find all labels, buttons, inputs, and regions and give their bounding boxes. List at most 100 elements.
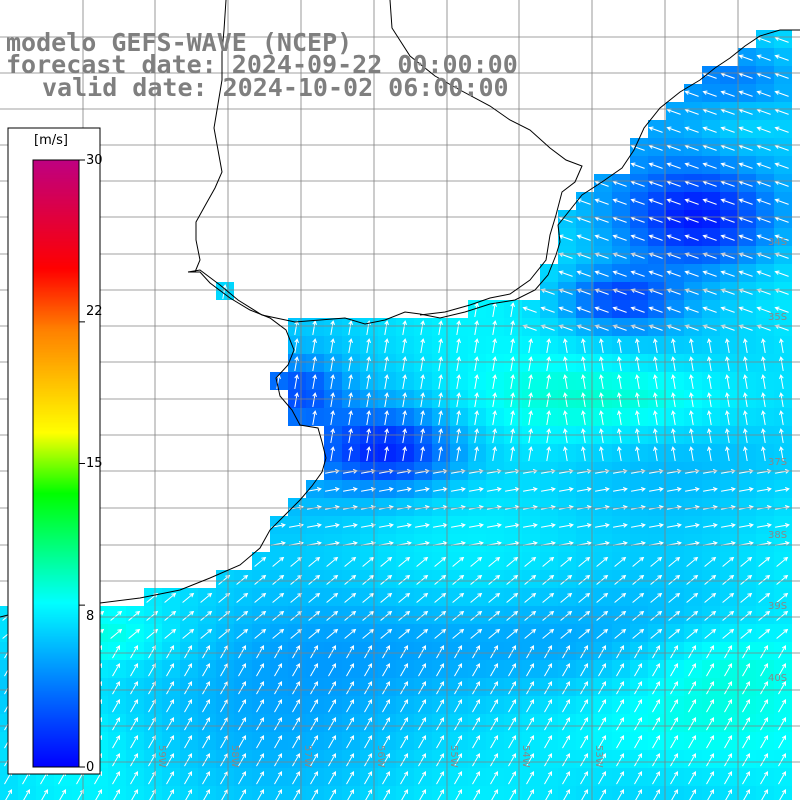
wind-arrow (684, 306, 699, 313)
colorbar-strip (33, 640, 79, 642)
colorbar-strip (33, 623, 79, 625)
colorbar-strip (33, 586, 79, 588)
wind-arrow (599, 338, 604, 353)
colorbar-strip (33, 440, 79, 442)
colorbar-strip (33, 363, 79, 365)
field-cell (648, 120, 666, 138)
wind-arrow (256, 662, 265, 677)
colorbar-strip (33, 241, 79, 243)
colorbar-strip (33, 742, 79, 744)
wind-arrow (631, 487, 646, 492)
field-cell (540, 318, 558, 336)
colorbar-strip (33, 603, 79, 605)
colorbar-strip (33, 605, 79, 607)
field-cell (396, 534, 414, 552)
wind-arrow (23, 788, 31, 800)
field-cell (756, 300, 774, 318)
colorbar-strip (33, 426, 79, 428)
field-cell (594, 192, 612, 210)
wind-arrow (706, 680, 715, 695)
field-cell (738, 318, 756, 336)
wind-arrow (382, 698, 391, 713)
wind-arrow (524, 556, 537, 567)
field-cell (756, 102, 774, 120)
wind-arrow (292, 752, 301, 767)
field-cell (756, 120, 774, 138)
field-cell (558, 246, 576, 264)
wind-arrow (580, 716, 589, 731)
field-cell (594, 444, 612, 462)
colorbar-strip (33, 198, 79, 200)
colorbar-strip (33, 645, 79, 647)
colorbar-strip (33, 438, 79, 440)
field-cell (54, 786, 72, 800)
wind-arrow (166, 644, 175, 659)
field-cell (684, 408, 702, 426)
field-cell (720, 102, 738, 120)
wind-arrow (274, 680, 283, 695)
wind-arrow (576, 234, 591, 241)
wind-arrow (274, 752, 283, 767)
wind-arrow (702, 270, 717, 277)
wind-arrow (312, 320, 317, 335)
field-cell (684, 174, 702, 192)
colorbar-strip (33, 415, 79, 417)
colorbar-strip (33, 190, 79, 192)
wind-arrow (596, 610, 609, 621)
colorbar-strip (33, 581, 79, 583)
field-cell (540, 480, 558, 498)
wind-arrow (648, 234, 663, 241)
colorbar-strip (33, 222, 79, 224)
field-cell (468, 354, 486, 372)
colorbar-strip (33, 205, 79, 207)
wind-arrow (238, 644, 247, 659)
wind-arrow (221, 788, 229, 800)
colorbar-strip (33, 561, 79, 563)
field-cell (666, 516, 684, 534)
wind-arrow (510, 428, 515, 443)
wind-arrow (635, 446, 640, 461)
colorbar-strip (33, 271, 79, 273)
colorbar-strip (33, 334, 79, 336)
colorbar-strip (33, 649, 79, 651)
wind-arrow (576, 306, 591, 313)
colorbar-strip (33, 435, 79, 437)
field-cell (738, 336, 756, 354)
field-cell (612, 498, 630, 516)
wind-arrow (420, 410, 425, 425)
colorbar-strip (33, 368, 79, 370)
wind-arrow (254, 574, 267, 585)
colorbar-strip (33, 255, 79, 257)
field-cell (738, 408, 756, 426)
wind-arrow (326, 556, 339, 567)
wind-arrow (671, 338, 676, 353)
wind-arrow (328, 698, 337, 713)
wind-arrow (560, 610, 573, 621)
field-cell (432, 516, 450, 534)
wind-arrow (130, 752, 139, 767)
wind-arrow (470, 592, 483, 603)
wind-arrow (326, 574, 339, 585)
field-cell (468, 444, 486, 462)
field-cell (684, 444, 702, 462)
colorbar-strip (33, 332, 79, 334)
colorbar-strip (33, 252, 79, 254)
colorbar-strip (33, 197, 79, 199)
wind-arrow (236, 628, 249, 639)
field-cell (702, 102, 720, 120)
colorbar-strip (33, 705, 79, 707)
field-cell (306, 498, 324, 516)
field-cell (378, 336, 396, 354)
colorbar-strip (33, 472, 79, 474)
wind-arrow (384, 356, 389, 371)
colorbar-strip (33, 240, 79, 242)
wind-arrow (689, 356, 694, 371)
wind-arrow (398, 574, 411, 585)
wind-arrow (400, 734, 409, 749)
field-cell (198, 786, 216, 800)
wind-arrow (577, 523, 592, 528)
wind-arrow (364, 770, 373, 785)
wind-arrow (648, 162, 663, 169)
wind-arrow (238, 734, 247, 749)
colorbar-strip (33, 606, 79, 608)
